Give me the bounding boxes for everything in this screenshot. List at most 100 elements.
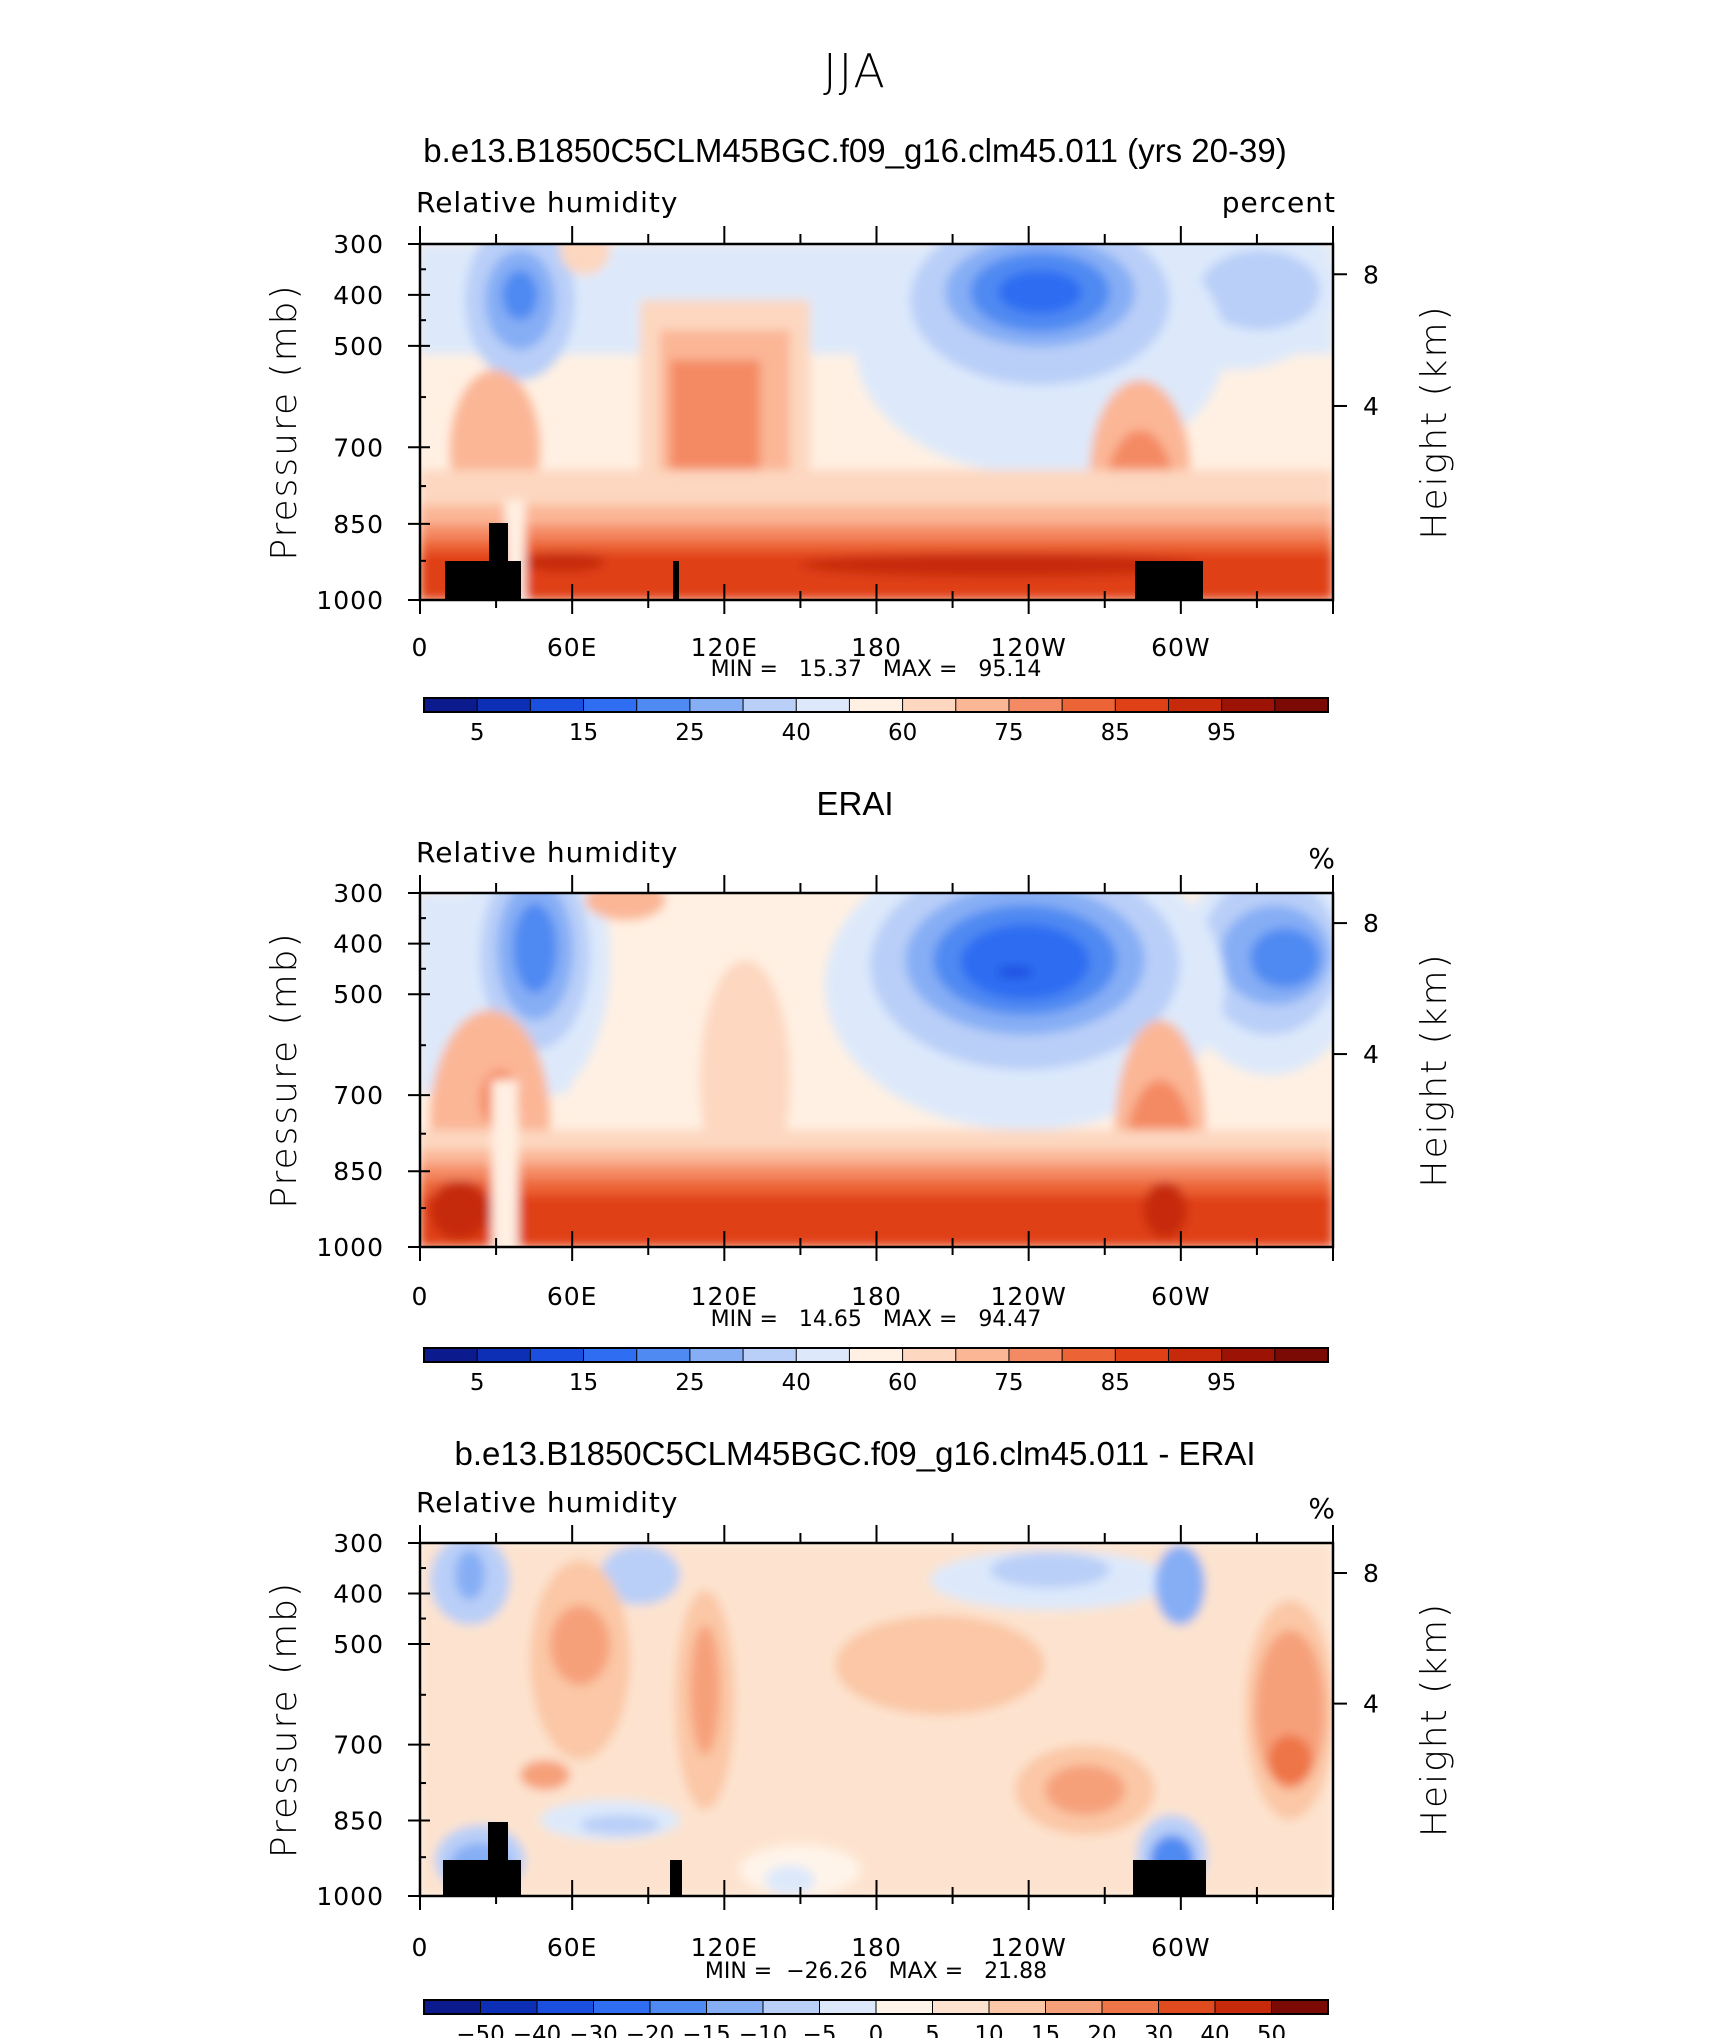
panel-3-colorbar-box <box>1101 1999 1160 2015</box>
panel-3-colorbar-label: −20 <box>626 2022 675 2038</box>
panel-3-colorbar-box <box>1271 1999 1329 2015</box>
panel-1-colorbar-label: 60 <box>888 720 917 746</box>
panel-1-colorbar-box <box>955 697 1010 713</box>
panel-2-xtick-label: 120W <box>990 1282 1066 1311</box>
panel-1-colorbar-label: 75 <box>994 720 1023 746</box>
panel-2-xtick-label: 180 <box>851 1282 902 1311</box>
panel-2-colorbar-label: 25 <box>675 1370 704 1396</box>
panel-3-colorbar-label: −5 <box>803 2022 837 2038</box>
panel-2-colorbar-box <box>902 1347 957 1363</box>
panel-1-variable: Relative humidity <box>416 186 679 219</box>
panel-2-colorbar-label: 75 <box>994 1370 1023 1396</box>
panel-2-y2tick-label: 4 <box>1363 1040 1379 1069</box>
panel-2-colorbar-box <box>689 1347 745 1363</box>
panel-3-colorbar-box <box>423 1999 482 2015</box>
panel-3-ytick-label: 300 <box>333 1529 384 1558</box>
panel-1-ytick-label: 500 <box>333 332 384 361</box>
panel-3-ytick-label: 850 <box>333 1806 384 1835</box>
panel-2-colorbar-label: 15 <box>569 1370 598 1396</box>
panel-3-colorbar-box <box>1214 1999 1273 2015</box>
panel-2-colorbar-label: 40 <box>782 1370 811 1396</box>
panel-1-ytick-label: 1000 <box>316 586 384 615</box>
panel-3-colorbar-label: −50 <box>456 2022 505 2038</box>
panel-2-ytick-label: 400 <box>333 930 384 959</box>
panel-3-xtick-label: 120E <box>691 1933 759 1962</box>
panel-2-xtick-label: 60E <box>547 1282 598 1311</box>
panel-1-xtick-label: 60E <box>547 633 598 662</box>
panel-1-colorbar-label: 15 <box>569 720 598 746</box>
panel-3-colorbar-box <box>819 1999 877 2015</box>
panel-3-colorbar-label: −10 <box>739 2022 788 2038</box>
panel-1-colorbar-box <box>1274 697 1329 713</box>
panel-3-variable: Relative humidity <box>416 1486 679 1519</box>
panel-3-y2tick-label: 4 <box>1363 1690 1379 1719</box>
panel-2-colorbar-box <box>848 1347 904 1363</box>
panel-2-colorbar-box <box>795 1347 851 1363</box>
panel-2-colorbar-box <box>1167 1347 1223 1363</box>
panel-2-colorbar-box <box>636 1347 691 1363</box>
panel-1-colorbar-box <box>689 697 745 713</box>
panel-2-ytick-label: 850 <box>333 1157 384 1186</box>
panel-2-colorbar-box <box>955 1347 1010 1363</box>
panel-2-colorbar-label: 5 <box>470 1370 485 1396</box>
panel-3-y2label: Height (km) <box>1414 1602 1455 1837</box>
panel-2-stats: MIN = 14.65 MAX = 94.47 <box>711 1307 1042 1332</box>
panel-2-colorbar-box <box>476 1347 532 1363</box>
panel-3-xtick-label: 180 <box>851 1933 902 1962</box>
panel-1-colorbar-label: 40 <box>782 720 811 746</box>
panel-3-colorbar-label: 20 <box>1087 2022 1116 2038</box>
panel-1-ytick-label: 300 <box>333 230 384 259</box>
panel-3-colorbar-box <box>1158 1999 1216 2015</box>
panel-3-colorbar-frame <box>423 1999 1329 2015</box>
panel-3-colorbar-box <box>706 1999 764 2015</box>
panel-1-colorbar-box <box>795 697 851 713</box>
panel-3-xtick-label: 60E <box>547 1933 598 1962</box>
panel-2-colorbar-box <box>1008 1347 1064 1363</box>
panel-1-colorbar-label: 25 <box>675 720 704 746</box>
panel-2-ytick-label: 300 <box>333 879 384 908</box>
panel-2-xtick-label: 120E <box>691 1282 759 1311</box>
panel-1-xtick-label: 180 <box>851 633 902 662</box>
panel-3-colorbar-label: 30 <box>1144 2022 1173 2038</box>
panel-1-field <box>420 244 1333 600</box>
panel-2-y2label: Height (km) <box>1414 952 1455 1187</box>
panel-2-colorbar-label: 95 <box>1207 1370 1236 1396</box>
panel-1-ytick-label: 850 <box>333 510 384 539</box>
panel-1-ytick-label: 700 <box>333 433 384 462</box>
panel-1-ylabel: Pressure (mb) <box>264 283 305 560</box>
panel-1-colorbar-label: 5 <box>470 720 485 746</box>
panel-2-colorbar-box <box>423 1347 479 1363</box>
panel-3-xtick-label: 0 <box>412 1933 429 1962</box>
panel-2-colorbar-box <box>583 1347 638 1363</box>
panel-1-colorbar-box <box>476 697 532 713</box>
panel-3-colorbar-box <box>593 1999 651 2015</box>
panel-3-ytick-label: 700 <box>333 1731 384 1760</box>
panel-1-xtick-label: 120E <box>691 633 759 662</box>
panel-3-colorbar-box <box>988 1999 1047 2015</box>
panel-3-colorbar-box <box>1045 1999 1103 2015</box>
panel-2-colorbar-label: 85 <box>1101 1370 1130 1396</box>
panel-3-xtick-label: 60W <box>1151 1933 1211 1962</box>
panel-1-y2tick-label: 8 <box>1363 260 1379 289</box>
panel-3-colorbar-box <box>480 1999 538 2015</box>
panel-3-colorbar-label: 0 <box>869 2022 884 2038</box>
figure-title: JJA <box>823 44 887 98</box>
panel-2-colorbar-box <box>1061 1347 1117 1363</box>
panel-2-colorbar-box <box>742 1347 798 1363</box>
panel-1-colorbar-box <box>1167 697 1223 713</box>
panel-2-colorbar-box <box>1274 1347 1329 1363</box>
panel-1-colorbar-box <box>636 697 691 713</box>
panel-1-colorbar-box <box>1061 697 1117 713</box>
panel-2-colorbar-frame <box>423 1347 1329 1363</box>
panel-2-ylabel: Pressure (mb) <box>264 931 305 1208</box>
panel-2-colorbar-box <box>1221 1347 1276 1363</box>
panel-3-colorbar-box <box>536 1999 595 2015</box>
panel-1-xtick-label: 60W <box>1151 633 1211 662</box>
panel-2-units: % <box>1308 842 1336 875</box>
panel-1-colorbar-box <box>1221 697 1276 713</box>
panel-2-xtick-label: 60W <box>1151 1282 1211 1311</box>
panel-2-colorbar-label: 60 <box>888 1370 917 1396</box>
panel-3-colorbar-label: 50 <box>1257 2022 1286 2038</box>
panel-1-xtick-label: 120W <box>990 633 1066 662</box>
panel-1-title: b.e13.B1850C5CLM45BGC.f09_g16.clm45.011 … <box>423 132 1287 169</box>
